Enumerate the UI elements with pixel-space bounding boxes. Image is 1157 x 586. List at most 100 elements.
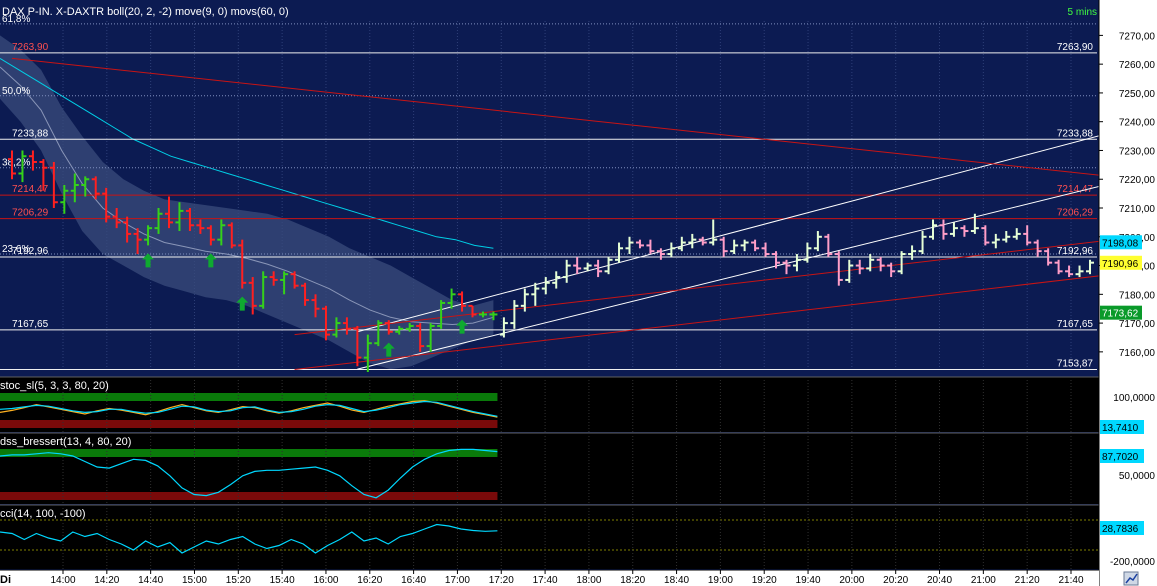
oversold-band bbox=[0, 420, 498, 428]
level-label-left: 7233,88 bbox=[12, 128, 49, 139]
level-label-right: 7206,29 bbox=[1057, 208, 1094, 219]
chart-header-title: DAX P-IN. X-DAXTR boll(20, 2, -2) move(9… bbox=[2, 6, 289, 18]
price-panel[interactable]: 61,8% 50,0% 38,2% 23,6% 7263,90 7233,88 7214,4… bbox=[0, 14, 1157, 372]
level-label-right: 7192,96 bbox=[1057, 246, 1094, 257]
indicator-panel: dss_bressert(13, 4, 80, 20) bbox=[0, 432, 1099, 504]
indicator-series-line bbox=[0, 448, 498, 499]
ohlc-bar bbox=[154, 208, 163, 234]
ohlc-bar bbox=[102, 187, 111, 223]
ohlc-bar bbox=[91, 176, 100, 200]
ohlc-bar bbox=[615, 242, 624, 263]
ohlc-bar bbox=[635, 239, 644, 249]
ohlc-bar bbox=[489, 311, 498, 321]
ohlc-bar bbox=[468, 304, 477, 318]
ohlc-bar bbox=[18, 150, 27, 183]
ohlc-bar bbox=[740, 239, 749, 252]
ohlc-bar bbox=[845, 259, 854, 283]
buy-arrow-icon bbox=[204, 253, 217, 268]
ohlc-bar bbox=[1065, 265, 1074, 278]
indicator-series-line bbox=[0, 400, 498, 417]
y-tick-label: 7170,00 bbox=[1119, 319, 1156, 330]
x-tick-label: 20:00 bbox=[839, 575, 864, 586]
ohlc-bar bbox=[520, 288, 529, 312]
x-tick-label: 15:00 bbox=[182, 575, 207, 586]
ohlc-bar bbox=[499, 317, 508, 338]
x-tick-label: 14:20 bbox=[94, 575, 119, 586]
x-tick-label: 19:00 bbox=[708, 575, 733, 586]
chart-type-icon[interactable] bbox=[1123, 571, 1139, 586]
ohlc-bar bbox=[897, 251, 906, 275]
ohlc-bar bbox=[782, 259, 791, 275]
level-label-right: 7233,88 bbox=[1057, 128, 1094, 139]
y-tick-label: 7240,00 bbox=[1119, 118, 1156, 129]
ohlc-bar bbox=[562, 259, 571, 283]
ohlc-bar bbox=[363, 334, 372, 372]
fibonacci-label: 50,0% bbox=[2, 86, 30, 97]
ohlc-bar bbox=[81, 176, 90, 197]
y-tick-label: 7250,00 bbox=[1119, 89, 1156, 100]
level-label-right: 7214,47 bbox=[1057, 184, 1094, 195]
ohlc-bar bbox=[751, 239, 760, 252]
ohlc-bar bbox=[960, 225, 969, 237]
ohlc-bar bbox=[70, 173, 79, 203]
footer-left-label: Di bbox=[0, 574, 11, 586]
ohlc-bar bbox=[1054, 259, 1063, 275]
ohlc-bar bbox=[301, 282, 310, 306]
ohlc-bar bbox=[730, 239, 739, 255]
ohlc-bar bbox=[656, 248, 665, 260]
ohlc-bar bbox=[280, 271, 289, 295]
ohlc-bar bbox=[887, 262, 896, 278]
timeframe-label: 5 mins bbox=[1068, 7, 1097, 18]
indicator-name: stoc_sl(5, 3, 3, 80, 20) bbox=[0, 380, 109, 392]
trend-line bbox=[357, 171, 1157, 370]
ohlc-bar bbox=[866, 254, 875, 272]
ohlc-bar bbox=[1012, 228, 1021, 240]
ohlc-bar bbox=[164, 196, 173, 229]
x-tick-label: 19:40 bbox=[796, 575, 821, 586]
indicator-panel: cci(14, 100, -100) bbox=[0, 504, 1099, 569]
ohlc-bar bbox=[719, 236, 728, 257]
trend-line bbox=[11, 57, 1157, 182]
level-label-left: 7206,29 bbox=[12, 208, 49, 219]
ohlc-bar bbox=[583, 262, 592, 272]
ohlc-bar bbox=[458, 291, 467, 312]
x-tick-label: 16:20 bbox=[357, 575, 382, 586]
x-tick-label: 17:00 bbox=[445, 575, 470, 586]
ohlc-bar bbox=[144, 225, 153, 246]
x-tick-label: 19:20 bbox=[752, 575, 777, 586]
x-tick-label: 16:40 bbox=[401, 575, 426, 586]
ohlc-bar bbox=[792, 254, 801, 272]
buy-arrow-icon bbox=[456, 319, 469, 334]
ohlc-bar bbox=[437, 300, 446, 329]
indicator-name: cci(14, 100, -100) bbox=[0, 508, 86, 520]
overbought-band bbox=[0, 393, 498, 401]
x-tick-label: 20:40 bbox=[927, 575, 952, 586]
ohlc-bar bbox=[824, 233, 833, 257]
x-tick-label: 18:40 bbox=[664, 575, 689, 586]
trend-line bbox=[294, 268, 1157, 370]
ohlc-bar bbox=[855, 259, 864, 275]
x-tick-label: 16:00 bbox=[313, 575, 338, 586]
y-tick-label: 7220,00 bbox=[1119, 175, 1156, 186]
ohlc-bar bbox=[1033, 239, 1042, 257]
x-tick-label: 18:20 bbox=[620, 575, 645, 586]
ohlc-bar bbox=[541, 277, 550, 295]
indicator-value-label: 13,7410 bbox=[1102, 423, 1139, 434]
time-axis bbox=[0, 570, 1099, 586]
ohlc-bar bbox=[374, 320, 383, 347]
x-tick-label: 15:20 bbox=[226, 575, 251, 586]
ohlc-bar bbox=[1002, 231, 1011, 243]
ohlc-bar bbox=[1023, 225, 1032, 246]
ohlc-bar bbox=[677, 236, 686, 252]
y-tick-label: 7270,00 bbox=[1119, 31, 1156, 42]
indicator-value-label: 87,7020 bbox=[1102, 452, 1139, 463]
ohlc-bar bbox=[1044, 248, 1053, 266]
buy-arrow-icon bbox=[236, 296, 249, 311]
ohlc-bar bbox=[269, 271, 278, 286]
indicator-scale-label: 50,0000 bbox=[1119, 471, 1156, 482]
ohlc-bar bbox=[1075, 265, 1084, 278]
ohlc-bar bbox=[206, 225, 215, 246]
ohlc-bar bbox=[185, 208, 194, 232]
level-label-left: 7263,90 bbox=[12, 42, 49, 53]
